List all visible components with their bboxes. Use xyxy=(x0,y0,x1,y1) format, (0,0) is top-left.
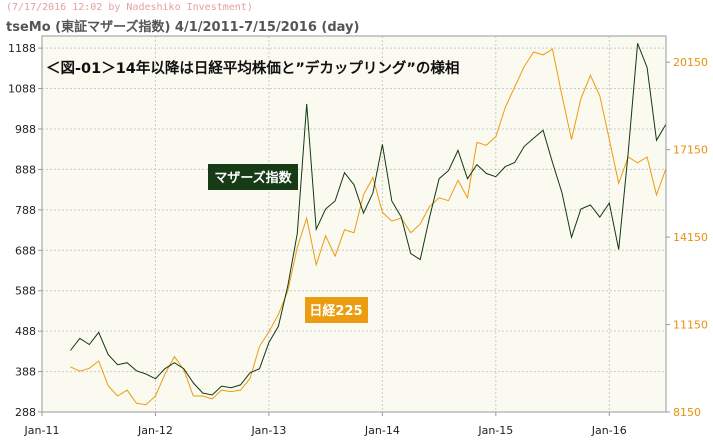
nikkei-badge-label: 日経225 xyxy=(309,303,362,319)
y-left-tick-label: 1188 xyxy=(8,42,36,55)
y-right-tick-label: 20150 xyxy=(673,56,708,69)
x-axis: Jan-11 Jan-12 Jan-13 Jan-14 Jan-15 Jan-16 xyxy=(24,412,627,437)
y-left-tick-label: 588 xyxy=(15,285,36,298)
timestamp-text: (7/17/2016 12:02 by Nadeshiko Investment… xyxy=(6,2,253,13)
mothers-series-group xyxy=(70,43,667,396)
left-y-axis: 1188 1088 988 888 788 688 588 488 388 288 xyxy=(8,42,42,419)
x-tick-label: Jan-13 xyxy=(250,424,286,437)
x-tick-label: Jan-11 xyxy=(24,424,60,437)
y-left-tick-label: 988 xyxy=(15,123,36,136)
y-right-tick-label: 17150 xyxy=(673,144,708,157)
nikkei-badge-box xyxy=(305,297,368,323)
plot-frame xyxy=(41,35,667,413)
mothers-badge-box xyxy=(208,164,298,190)
x-tick-label: Jan-12 xyxy=(137,424,173,437)
y-right-tick-label: 11150 xyxy=(673,319,708,332)
y-left-tick-label: 388 xyxy=(15,366,36,379)
y-left-tick-label: 1088 xyxy=(8,83,36,96)
plot-area xyxy=(42,36,666,412)
y-left-tick-label: 288 xyxy=(15,406,36,419)
y-left-tick-label: 688 xyxy=(15,244,36,257)
x-tick-label: Jan-14 xyxy=(364,424,400,437)
y-left-tick-label: 488 xyxy=(15,325,36,338)
y-right-tick-label: 14150 xyxy=(673,231,708,244)
y-right-tick-label: 8150 xyxy=(673,406,701,419)
y-left-tick-label: 788 xyxy=(15,204,36,217)
y-left-tick-label: 888 xyxy=(15,163,36,176)
mothers-badge-label: マザーズ指数 xyxy=(214,170,292,186)
x-tick-label: Jan-15 xyxy=(477,424,513,437)
right-y-axis: 20150 17150 14150 11150 8150 xyxy=(666,56,708,419)
chart-header-title: tseMo (東証マザーズ指数) 4/1/2011-7/15/2016 (day… xyxy=(6,20,360,35)
chart-title: ＜図-01＞14年以降は日経平均株価と”デカップリング”の様相 xyxy=(46,59,459,77)
mothers-series-line xyxy=(70,43,667,396)
x-tick-label: Jan-16 xyxy=(591,424,627,437)
